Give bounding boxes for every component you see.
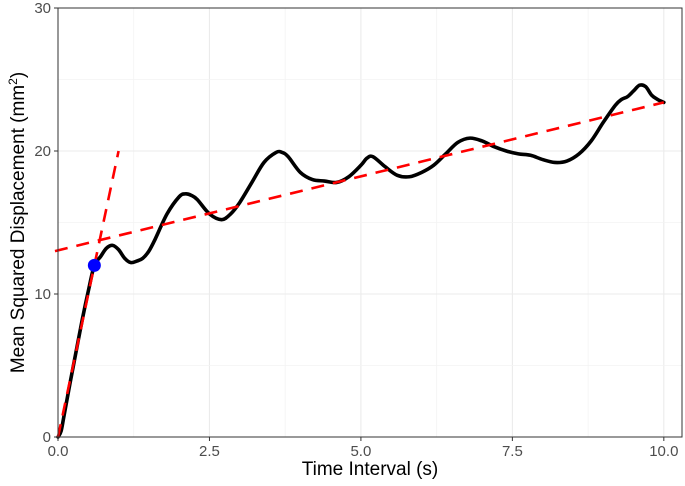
series-line-long-time-fit: [54, 101, 665, 253]
y-tick-label: 20: [34, 143, 51, 160]
series-layer: [54, 83, 666, 439]
x-tick-label: 2.5: [199, 443, 220, 460]
marker-layer: [87, 258, 101, 272]
y-tick-label: 10: [34, 286, 51, 303]
x-tick-label: 5.0: [350, 443, 371, 460]
y-axis-title-superscript: 2: [6, 78, 20, 85]
y-tick-labels: 0 10 20 30: [34, 0, 51, 446]
series-line-msd-curve: [56, 83, 666, 439]
y-tick-label: 30: [34, 0, 51, 17]
y-tick-label: 0: [43, 429, 51, 446]
x-tick-labels: 0.0 2.5 5.0 7.5 10.0: [48, 443, 679, 460]
x-axis-title: Time Interval (s): [302, 459, 439, 480]
x-tick-label: 10.0: [649, 443, 678, 460]
axis-ticks: [54, 7, 665, 441]
panel-border: [57, 7, 683, 438]
series-line-short-time-fit: [56, 150, 120, 438]
y-axis-title: Mean Squared Displacement (mm2): [6, 72, 29, 373]
crossover-marker: [87, 258, 101, 272]
x-tick-label: 7.5: [502, 443, 523, 460]
x-tick-label: 0.0: [48, 443, 69, 460]
y-axis-title-main: Mean Squared Displacement (mm: [8, 85, 29, 373]
y-axis-title-close: ): [8, 72, 29, 78]
